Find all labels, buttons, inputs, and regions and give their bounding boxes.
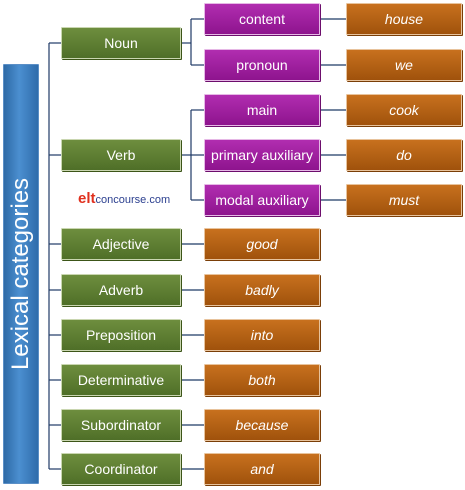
- logo-domain: concourse.com: [95, 194, 171, 206]
- example-good: good: [204, 228, 320, 260]
- category-subordinator: Subordinator: [61, 409, 181, 441]
- subcategory-primary-auxiliary: primary auxiliary: [204, 139, 320, 171]
- subcategory-main: main: [204, 94, 320, 126]
- root-title: Lexical categories: [7, 177, 34, 371]
- example-because: because: [204, 409, 320, 441]
- example-both: both: [204, 364, 320, 396]
- example-we: we: [346, 49, 462, 81]
- subcategory-pronoun: pronoun: [204, 49, 320, 81]
- example-do: do: [346, 139, 462, 171]
- category-preposition: Preposition: [61, 319, 181, 351]
- example-and: and: [204, 453, 320, 485]
- example-must: must: [346, 184, 462, 216]
- category-adverb: Adverb: [61, 274, 181, 306]
- category-adjective: Adjective: [61, 228, 181, 260]
- category-noun: Noun: [61, 27, 181, 59]
- example-badly: badly: [204, 274, 320, 306]
- site-logo: eltconcourse.com: [78, 190, 170, 207]
- category-coordinator: Coordinator: [61, 453, 181, 485]
- category-determinative: Determinative: [61, 364, 181, 396]
- example-into: into: [204, 319, 320, 351]
- example-house: house: [346, 3, 462, 35]
- subcategory-content: content: [204, 3, 320, 35]
- category-verb: Verb: [61, 139, 181, 171]
- logo-elt: elt: [78, 190, 96, 207]
- subcategory-modal-auxiliary: modal auxiliary: [204, 184, 320, 216]
- root-lexical-categories: Lexical categories: [3, 64, 39, 484]
- example-cook: cook: [346, 94, 462, 126]
